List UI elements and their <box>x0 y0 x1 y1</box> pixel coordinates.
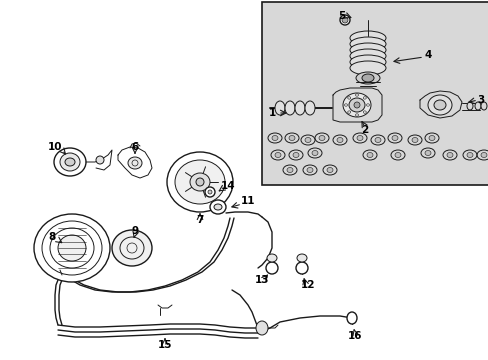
Text: 1: 1 <box>268 108 275 118</box>
Ellipse shape <box>54 148 86 176</box>
Ellipse shape <box>288 135 294 140</box>
Ellipse shape <box>274 101 285 115</box>
Ellipse shape <box>411 138 417 143</box>
Ellipse shape <box>256 321 267 335</box>
Ellipse shape <box>65 158 75 166</box>
Ellipse shape <box>349 49 385 63</box>
Ellipse shape <box>355 72 379 84</box>
Ellipse shape <box>207 190 212 194</box>
Text: 4: 4 <box>424 50 431 60</box>
Ellipse shape <box>294 101 305 115</box>
Text: 3: 3 <box>476 95 484 105</box>
Ellipse shape <box>274 153 281 158</box>
Ellipse shape <box>349 55 385 69</box>
Ellipse shape <box>466 102 472 110</box>
Ellipse shape <box>209 200 225 214</box>
Ellipse shape <box>353 102 359 108</box>
Ellipse shape <box>336 138 342 143</box>
Ellipse shape <box>292 153 298 158</box>
Ellipse shape <box>214 204 222 210</box>
Ellipse shape <box>446 153 452 158</box>
Ellipse shape <box>466 153 472 158</box>
Ellipse shape <box>311 150 317 156</box>
Ellipse shape <box>349 43 385 57</box>
Ellipse shape <box>480 102 486 110</box>
Ellipse shape <box>204 187 215 197</box>
Ellipse shape <box>361 74 373 82</box>
Ellipse shape <box>266 254 276 262</box>
Ellipse shape <box>346 312 356 324</box>
Ellipse shape <box>265 262 278 274</box>
Ellipse shape <box>339 15 349 25</box>
Ellipse shape <box>306 167 312 172</box>
Ellipse shape <box>349 61 385 75</box>
Ellipse shape <box>286 167 292 172</box>
Ellipse shape <box>34 214 110 282</box>
Text: 15: 15 <box>158 340 172 350</box>
Ellipse shape <box>190 173 209 191</box>
Ellipse shape <box>474 102 480 110</box>
Ellipse shape <box>433 100 445 110</box>
Text: 9: 9 <box>131 226 138 236</box>
Text: 2: 2 <box>361 125 368 135</box>
Text: 11: 11 <box>240 196 255 206</box>
Text: 13: 13 <box>254 275 269 285</box>
Ellipse shape <box>271 135 278 140</box>
Ellipse shape <box>318 135 325 140</box>
Ellipse shape <box>295 262 307 274</box>
Ellipse shape <box>326 167 332 172</box>
Text: 5: 5 <box>338 11 345 21</box>
Ellipse shape <box>296 254 306 262</box>
Text: 10: 10 <box>48 142 62 152</box>
Ellipse shape <box>60 153 80 171</box>
Ellipse shape <box>394 153 400 158</box>
Ellipse shape <box>175 160 224 204</box>
Ellipse shape <box>428 135 434 140</box>
Text: 7: 7 <box>196 215 203 225</box>
Ellipse shape <box>167 152 232 212</box>
Ellipse shape <box>128 157 142 169</box>
Ellipse shape <box>196 178 203 186</box>
Text: 16: 16 <box>347 331 362 341</box>
Ellipse shape <box>391 135 397 140</box>
Ellipse shape <box>356 135 362 140</box>
Ellipse shape <box>342 93 370 117</box>
Text: 14: 14 <box>220 181 235 191</box>
Ellipse shape <box>96 156 104 164</box>
Ellipse shape <box>58 235 86 261</box>
Ellipse shape <box>285 101 294 115</box>
Ellipse shape <box>427 95 451 115</box>
Text: 8: 8 <box>48 232 56 242</box>
Ellipse shape <box>366 153 372 158</box>
Bar <box>262 2 488 185</box>
Ellipse shape <box>480 153 486 158</box>
Ellipse shape <box>305 138 310 143</box>
Ellipse shape <box>374 138 380 143</box>
Ellipse shape <box>341 17 347 23</box>
Text: 6: 6 <box>131 142 138 152</box>
Ellipse shape <box>349 31 385 45</box>
Ellipse shape <box>349 37 385 51</box>
Ellipse shape <box>348 98 364 112</box>
Text: 12: 12 <box>300 280 315 290</box>
Ellipse shape <box>424 150 430 156</box>
Ellipse shape <box>112 230 152 266</box>
Ellipse shape <box>305 101 314 115</box>
